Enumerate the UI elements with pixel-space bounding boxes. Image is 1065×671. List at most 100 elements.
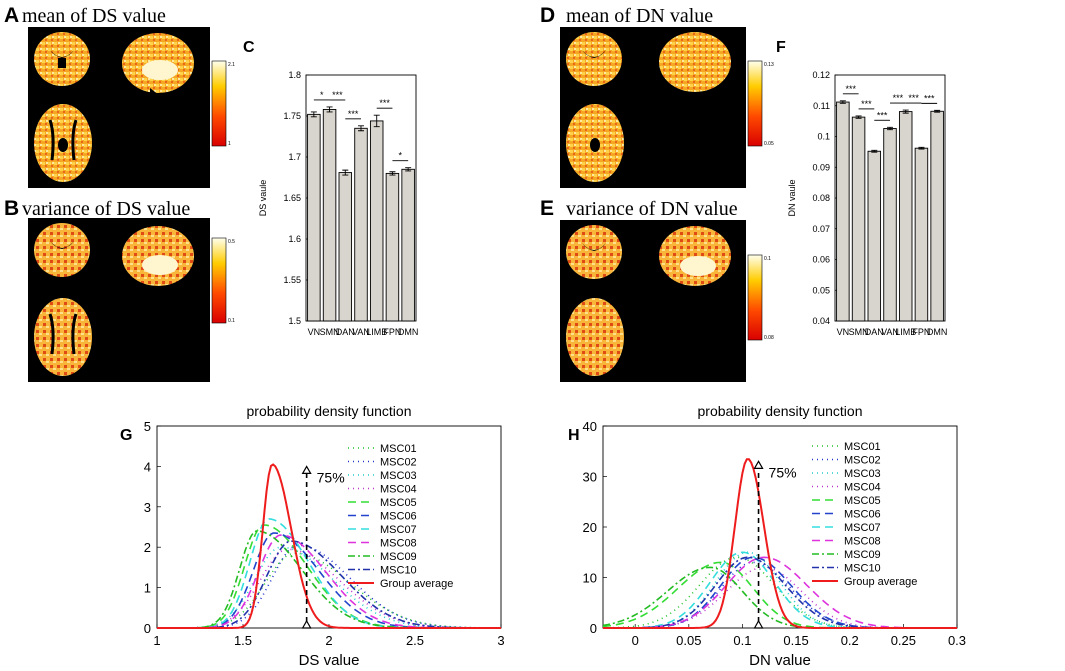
colorbar-min: 0.08 [764, 335, 774, 341]
colorbar [211, 237, 227, 324]
legend-label: MSC05 [380, 497, 417, 509]
error-bar [839, 100, 846, 104]
significance-label: *** [379, 98, 390, 108]
error-bar [871, 149, 878, 153]
panel-letter-g: G [120, 427, 132, 444]
percentile-marker-bottom-arrow [753, 619, 764, 629]
colorbar-min: 1 [228, 141, 231, 147]
error-bar [902, 109, 909, 114]
x-tick-label: 3 [497, 633, 504, 648]
x-tick-label: 0.3 [948, 633, 966, 648]
x-tick-label: VN [308, 327, 321, 337]
significance-label: * [320, 90, 324, 100]
x-tick-label: 1 [153, 633, 160, 648]
bar-dan [867, 150, 882, 322]
y-tick-label: 1.7 [288, 152, 301, 162]
x-tick-label: 0.2 [841, 633, 859, 648]
x-tick-label: 0.25 [891, 633, 916, 648]
legend-label: MSC04 [844, 482, 881, 494]
error-bar [918, 146, 925, 150]
error-bar [887, 126, 893, 131]
y-tick-label: 0.09 [812, 162, 830, 172]
y-tick-label: 40 [583, 419, 597, 434]
series-line-msc06 [603, 556, 957, 629]
legend-label: MSC09 [844, 549, 881, 561]
x-tick-label: DMN [398, 327, 419, 337]
bar-van [883, 128, 897, 322]
legend-label: MSC09 [380, 551, 417, 563]
y-tick-label: 5 [144, 419, 151, 434]
bar-smn [322, 108, 337, 322]
significance-label: *** [893, 93, 904, 103]
bar-fpn [914, 147, 929, 322]
panel-letter: A [4, 4, 19, 27]
panel-d: D mean of DN value 0.13 0.05 [540, 4, 774, 188]
x-tick-label: 1.5 [234, 633, 252, 648]
significance-label: *** [908, 93, 919, 103]
x-tick-label: 0.05 [676, 633, 701, 648]
y-tick-label: 1.65 [283, 193, 301, 203]
legend-label: MSC08 [380, 538, 417, 550]
x-tick-label: 2.5 [406, 633, 424, 648]
x-tick-label: SMN [320, 327, 340, 337]
percentile-marker-top-arrow [301, 465, 312, 474]
error-bar [373, 114, 380, 128]
colorbar-min: 0.1 [228, 318, 235, 324]
colorbar [747, 60, 763, 147]
brain-sagittal-slice [659, 226, 731, 286]
significance-label: *** [861, 99, 872, 109]
legend-label: MSC06 [380, 511, 417, 523]
colorbar-max: 2.1 [228, 62, 235, 68]
y-tick-label: 0 [144, 621, 151, 636]
brain-coronal-slice [34, 223, 90, 277]
panel-letter: D [540, 4, 555, 27]
bar-fpn [385, 172, 400, 322]
panel-letter-c: C [243, 39, 255, 56]
chart-title: probability density function [698, 403, 863, 419]
y-tick-label: 1.5 [288, 316, 301, 326]
legend-label: MSC05 [844, 495, 881, 507]
y-tick-label: 0.12 [812, 70, 830, 80]
y-axis-label: DS vaule [258, 180, 268, 217]
x-tick-label: 0 [632, 633, 639, 648]
colorbar [747, 254, 763, 341]
error-bar [389, 171, 396, 176]
plot-frame [602, 425, 958, 629]
y-axis-label: DN vaule [787, 179, 797, 216]
error-bar [934, 109, 941, 113]
significance-label: *** [924, 93, 935, 103]
error-bar [855, 115, 862, 119]
y-tick-label: 10 [583, 571, 597, 586]
colorbar-min: 0.05 [764, 141, 774, 147]
series-line-group-average [157, 463, 501, 629]
legend-label: MSC06 [844, 509, 881, 521]
series-line-msc07 [603, 551, 957, 629]
panel-title: mean of DS value [22, 5, 166, 27]
error-bar [342, 169, 349, 176]
error-bar [405, 167, 412, 172]
x-tick-label: FPN [383, 327, 401, 337]
significance-label: *** [845, 84, 856, 94]
series-line-msc02 [603, 561, 957, 629]
series-line-msc10 [603, 556, 957, 629]
brain-axial-slice [34, 298, 92, 376]
y-tick-label: 1.75 [283, 111, 301, 121]
bar-vn [836, 101, 850, 322]
bar-chart-ds: 1.5 1.55 1.6 1.65 1.7 1.75 1.8 DS vaule VN SMNDAN… [258, 70, 418, 337]
series-line-msc08 [157, 534, 501, 629]
y-tick-label: 0.11 [813, 101, 830, 111]
brain-coronal-slice [566, 32, 622, 86]
percentile-marker-bottom-arrow [301, 619, 312, 629]
legend-label: MSC10 [844, 563, 881, 575]
panel-title: variance of DN value [566, 198, 738, 220]
colorbar-max: 0.13 [764, 62, 774, 68]
x-tick-label: LIMB [366, 327, 387, 337]
x-tick-label: FPN [912, 327, 930, 337]
panel-e: E variance of DN value 0.1 0.08 [540, 197, 774, 382]
y-tick-label: 2 [144, 540, 151, 555]
colorbar-max: 0.5 [228, 239, 235, 245]
bar-limb [898, 111, 913, 322]
legend-label: MSC07 [380, 524, 417, 536]
